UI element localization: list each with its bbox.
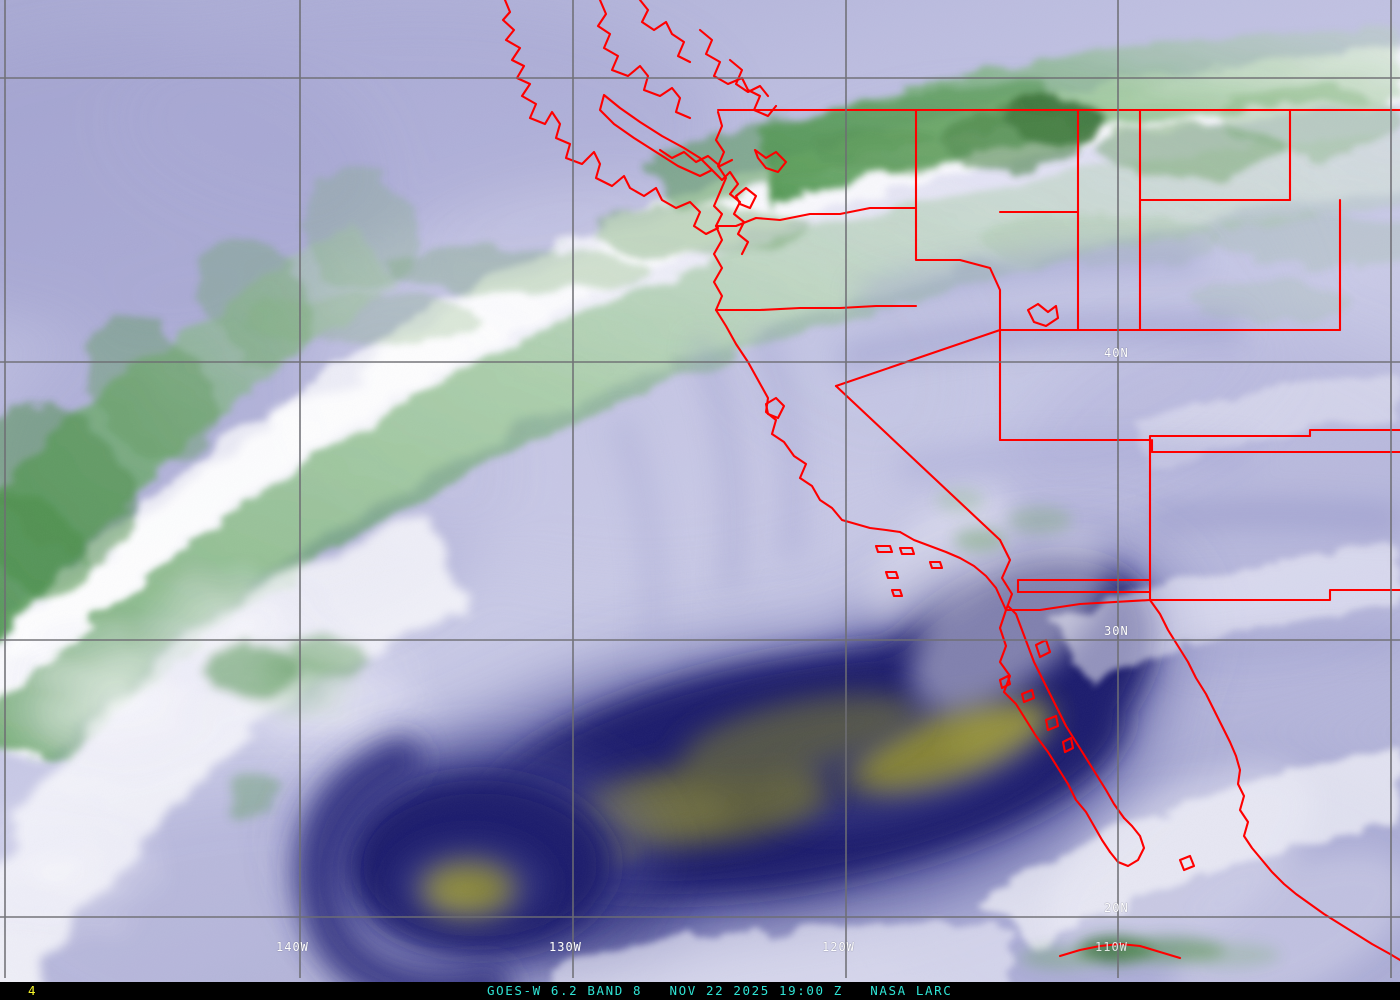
lat-label-30n: 30N xyxy=(1104,624,1129,638)
lon-label-130w: 130W xyxy=(549,940,582,954)
map-overlay-borders xyxy=(501,0,1400,962)
product-status-text: GOES-W 6.2 BAND 8 NOV 22 2025 19:00 Z NA… xyxy=(487,983,953,998)
lat-label-40n: 40N xyxy=(1104,346,1129,360)
lon-label-140w: 140W xyxy=(276,940,309,954)
lon-label-120w: 120W xyxy=(822,940,855,954)
frame-number: 4 xyxy=(28,983,38,998)
lat-label-20n: 20N xyxy=(1104,901,1129,915)
status-bar: 4 GOES-W 6.2 BAND 8 NOV 22 2025 19:00 Z … xyxy=(0,982,1400,1000)
lon-label-110w: 110W xyxy=(1095,940,1128,954)
